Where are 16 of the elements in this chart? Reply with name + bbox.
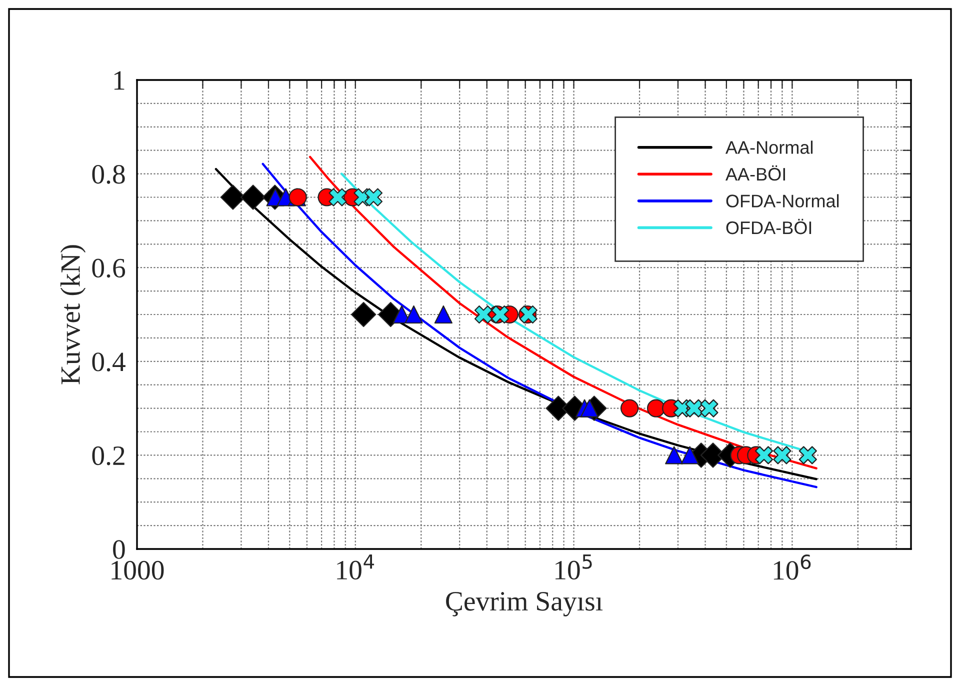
legend-label: AA-Normal xyxy=(725,140,813,154)
y-tick-label: 0.4 xyxy=(92,352,126,372)
legend-label: OFDA-Normal xyxy=(726,194,839,208)
y-tick-label: 0.2 xyxy=(92,446,124,466)
x-tick-label: 10$^{6}$ xyxy=(774,554,811,580)
y-tick-label: 1 xyxy=(114,71,124,90)
legend-label: OFDA-BÖI xyxy=(726,218,812,234)
y-tick-label: 0.6 xyxy=(92,258,126,278)
x-tick-label: 1000 xyxy=(112,560,164,580)
x-tick-label: 10$^{5}$ xyxy=(556,554,592,580)
y-axis-title: Kuvvet (kN) xyxy=(60,245,86,384)
x-axis-title: Çevrim Sayısı xyxy=(446,592,603,616)
legend-label: AA-BÖI xyxy=(725,165,785,181)
x-tick-label: 10$^{4}$ xyxy=(337,554,374,580)
y-tick-label: 0 xyxy=(113,540,125,559)
y-tick-label: 0.8 xyxy=(92,164,125,184)
